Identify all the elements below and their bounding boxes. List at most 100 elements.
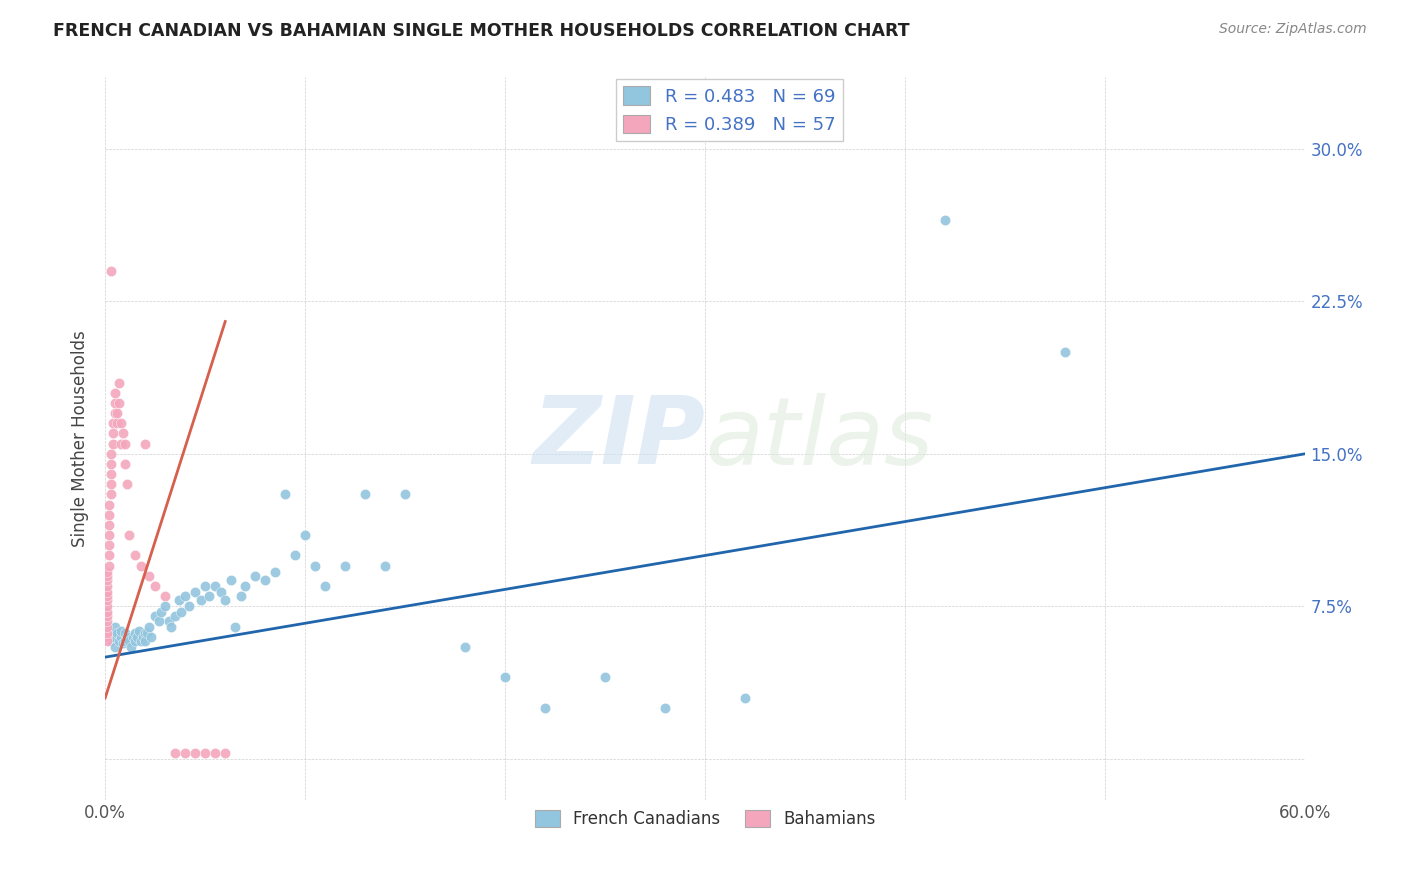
Point	[96, 630, 118, 644]
Point	[148, 614, 170, 628]
Point	[100, 263, 122, 277]
Point	[98, 624, 121, 638]
Point	[98, 517, 121, 532]
Point	[96, 609, 118, 624]
Point	[115, 477, 138, 491]
Point	[284, 549, 307, 563]
Point	[138, 568, 160, 582]
Point	[129, 633, 152, 648]
Point	[198, 589, 221, 603]
Point	[170, 606, 193, 620]
Point	[96, 606, 118, 620]
Point	[143, 609, 166, 624]
Point	[1054, 345, 1077, 359]
Point	[114, 625, 136, 640]
Point	[245, 568, 267, 582]
Point	[174, 746, 197, 760]
Point	[105, 625, 128, 640]
Point	[104, 619, 127, 633]
Point	[231, 589, 253, 603]
Point	[124, 625, 146, 640]
Point	[110, 416, 132, 430]
Point	[219, 573, 242, 587]
Point	[138, 619, 160, 633]
Point	[103, 416, 125, 430]
Point	[534, 701, 557, 715]
Text: Source: ZipAtlas.com: Source: ZipAtlas.com	[1219, 22, 1367, 37]
Point	[115, 630, 138, 644]
Point	[104, 406, 127, 420]
Point	[98, 498, 121, 512]
Point	[167, 593, 190, 607]
Point	[100, 487, 122, 501]
Point	[103, 630, 125, 644]
Point	[143, 579, 166, 593]
Point	[314, 579, 336, 593]
Point	[129, 558, 152, 573]
Y-axis label: Single Mother Households: Single Mother Households	[72, 330, 89, 547]
Point	[150, 606, 173, 620]
Point	[108, 396, 131, 410]
Point	[136, 625, 159, 640]
Point	[194, 746, 217, 760]
Point	[335, 558, 357, 573]
Point	[194, 579, 217, 593]
Point	[157, 614, 180, 628]
Point	[96, 633, 118, 648]
Point	[103, 426, 125, 441]
Point	[96, 585, 118, 599]
Point	[264, 565, 287, 579]
Point	[304, 558, 326, 573]
Point	[98, 538, 121, 552]
Point	[105, 406, 128, 420]
Point	[96, 593, 118, 607]
Point	[934, 212, 956, 227]
Point	[96, 579, 118, 593]
Point	[96, 568, 118, 582]
Point	[595, 671, 617, 685]
Point	[112, 636, 135, 650]
Point	[354, 487, 377, 501]
Point	[96, 565, 118, 579]
Point	[103, 436, 125, 450]
Point	[124, 633, 146, 648]
Text: FRENCH CANADIAN VS BAHAMIAN SINGLE MOTHER HOUSEHOLDS CORRELATION CHART: FRENCH CANADIAN VS BAHAMIAN SINGLE MOTHE…	[53, 22, 910, 40]
Point	[132, 630, 155, 644]
Point	[214, 593, 236, 607]
Point	[108, 376, 131, 390]
Text: atlas: atlas	[706, 393, 934, 484]
Point	[110, 436, 132, 450]
Point	[124, 549, 146, 563]
Point	[165, 746, 187, 760]
Point	[454, 640, 477, 654]
Point	[254, 573, 277, 587]
Point	[114, 436, 136, 450]
Point	[141, 630, 163, 644]
Point	[100, 467, 122, 481]
Point	[108, 633, 131, 648]
Point	[120, 640, 142, 654]
Point	[122, 630, 145, 644]
Point	[184, 585, 207, 599]
Point	[155, 599, 177, 614]
Point	[204, 579, 226, 593]
Point	[128, 624, 150, 638]
Point	[100, 447, 122, 461]
Point	[374, 558, 396, 573]
Point	[100, 633, 122, 648]
Point	[224, 619, 246, 633]
Point	[98, 549, 121, 563]
Point	[155, 589, 177, 603]
Point	[118, 633, 141, 648]
Point	[134, 633, 156, 648]
Point	[394, 487, 416, 501]
Point	[105, 416, 128, 430]
Point	[654, 701, 676, 715]
Point	[160, 619, 183, 633]
Point	[118, 528, 141, 542]
Point	[96, 614, 118, 628]
Legend: French Canadians, Bahamians: French Canadians, Bahamians	[529, 803, 883, 835]
Point	[114, 633, 136, 648]
Point	[114, 457, 136, 471]
Point	[214, 746, 236, 760]
